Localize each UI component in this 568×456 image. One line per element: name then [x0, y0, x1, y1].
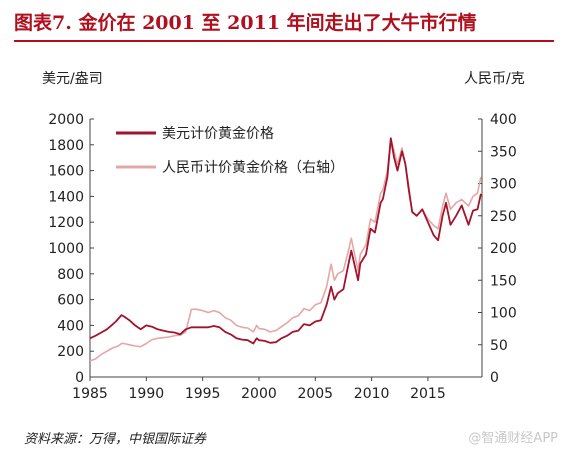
- left-tick-label: 2000: [48, 112, 84, 128]
- axes: [89, 119, 483, 378]
- left-tick-label: 200: [57, 344, 84, 360]
- right-tick-label: 250: [490, 209, 517, 225]
- left-tick-label: 1400: [48, 189, 84, 205]
- x-tick-label: 1990: [129, 386, 165, 402]
- right-tick-label: 0: [490, 370, 499, 386]
- legend-label-1: 美元计价黄金价格: [162, 125, 274, 142]
- right-tick-label: 150: [490, 273, 517, 289]
- left-tick-label: 0: [75, 370, 84, 386]
- chart-title: 图表7. 金价在 2001 至 2011 年间走出了大牛市行情: [14, 6, 554, 42]
- left-tick-label: 1600: [48, 164, 84, 180]
- x-tick-label: 2015: [410, 386, 446, 402]
- right-tick-label: 200: [490, 241, 517, 257]
- source-note: 资料来源：万得，中银国际证券: [24, 432, 207, 447]
- right-axis-unit: 人民币/克: [464, 71, 525, 87]
- watermark: @智通财经APP: [468, 431, 558, 446]
- left-tick-label: 1200: [48, 215, 84, 231]
- x-tick-label: 1995: [185, 386, 221, 402]
- left-tick-label: 600: [57, 293, 84, 309]
- x-tick-label: 2010: [354, 386, 390, 402]
- left-tick-label: 400: [57, 318, 84, 334]
- right-tick-label: 100: [490, 306, 517, 322]
- x-axis-ticks: 1985 1990 1995 2000 2005 2010 2015: [72, 377, 446, 402]
- right-tick-label: 350: [490, 144, 517, 160]
- left-axis-unit: 美元/盎司: [42, 71, 103, 87]
- right-axis-ticks: 0 50 100 150 200 250 300 350 400: [478, 112, 517, 386]
- series-line-1: [89, 137, 482, 345]
- legend-label-2: 人民币计价黄金价格（右轴）: [162, 159, 344, 176]
- x-tick-label: 2005: [297, 386, 333, 402]
- x-tick-label: 1985: [72, 386, 108, 402]
- x-tick-label: 2000: [241, 386, 277, 402]
- series-group: [89, 137, 482, 362]
- right-tick-label: 50: [490, 338, 508, 354]
- left-axis-ticks: 0 200 400 600 800 1000 1200 1400 1600 1800 2000: [48, 112, 94, 386]
- left-tick-label: 1000: [48, 241, 84, 257]
- right-tick-label: 300: [490, 177, 517, 193]
- right-tick-label: 400: [490, 112, 517, 128]
- left-tick-label: 1800: [48, 138, 84, 154]
- left-tick-label: 800: [57, 267, 84, 283]
